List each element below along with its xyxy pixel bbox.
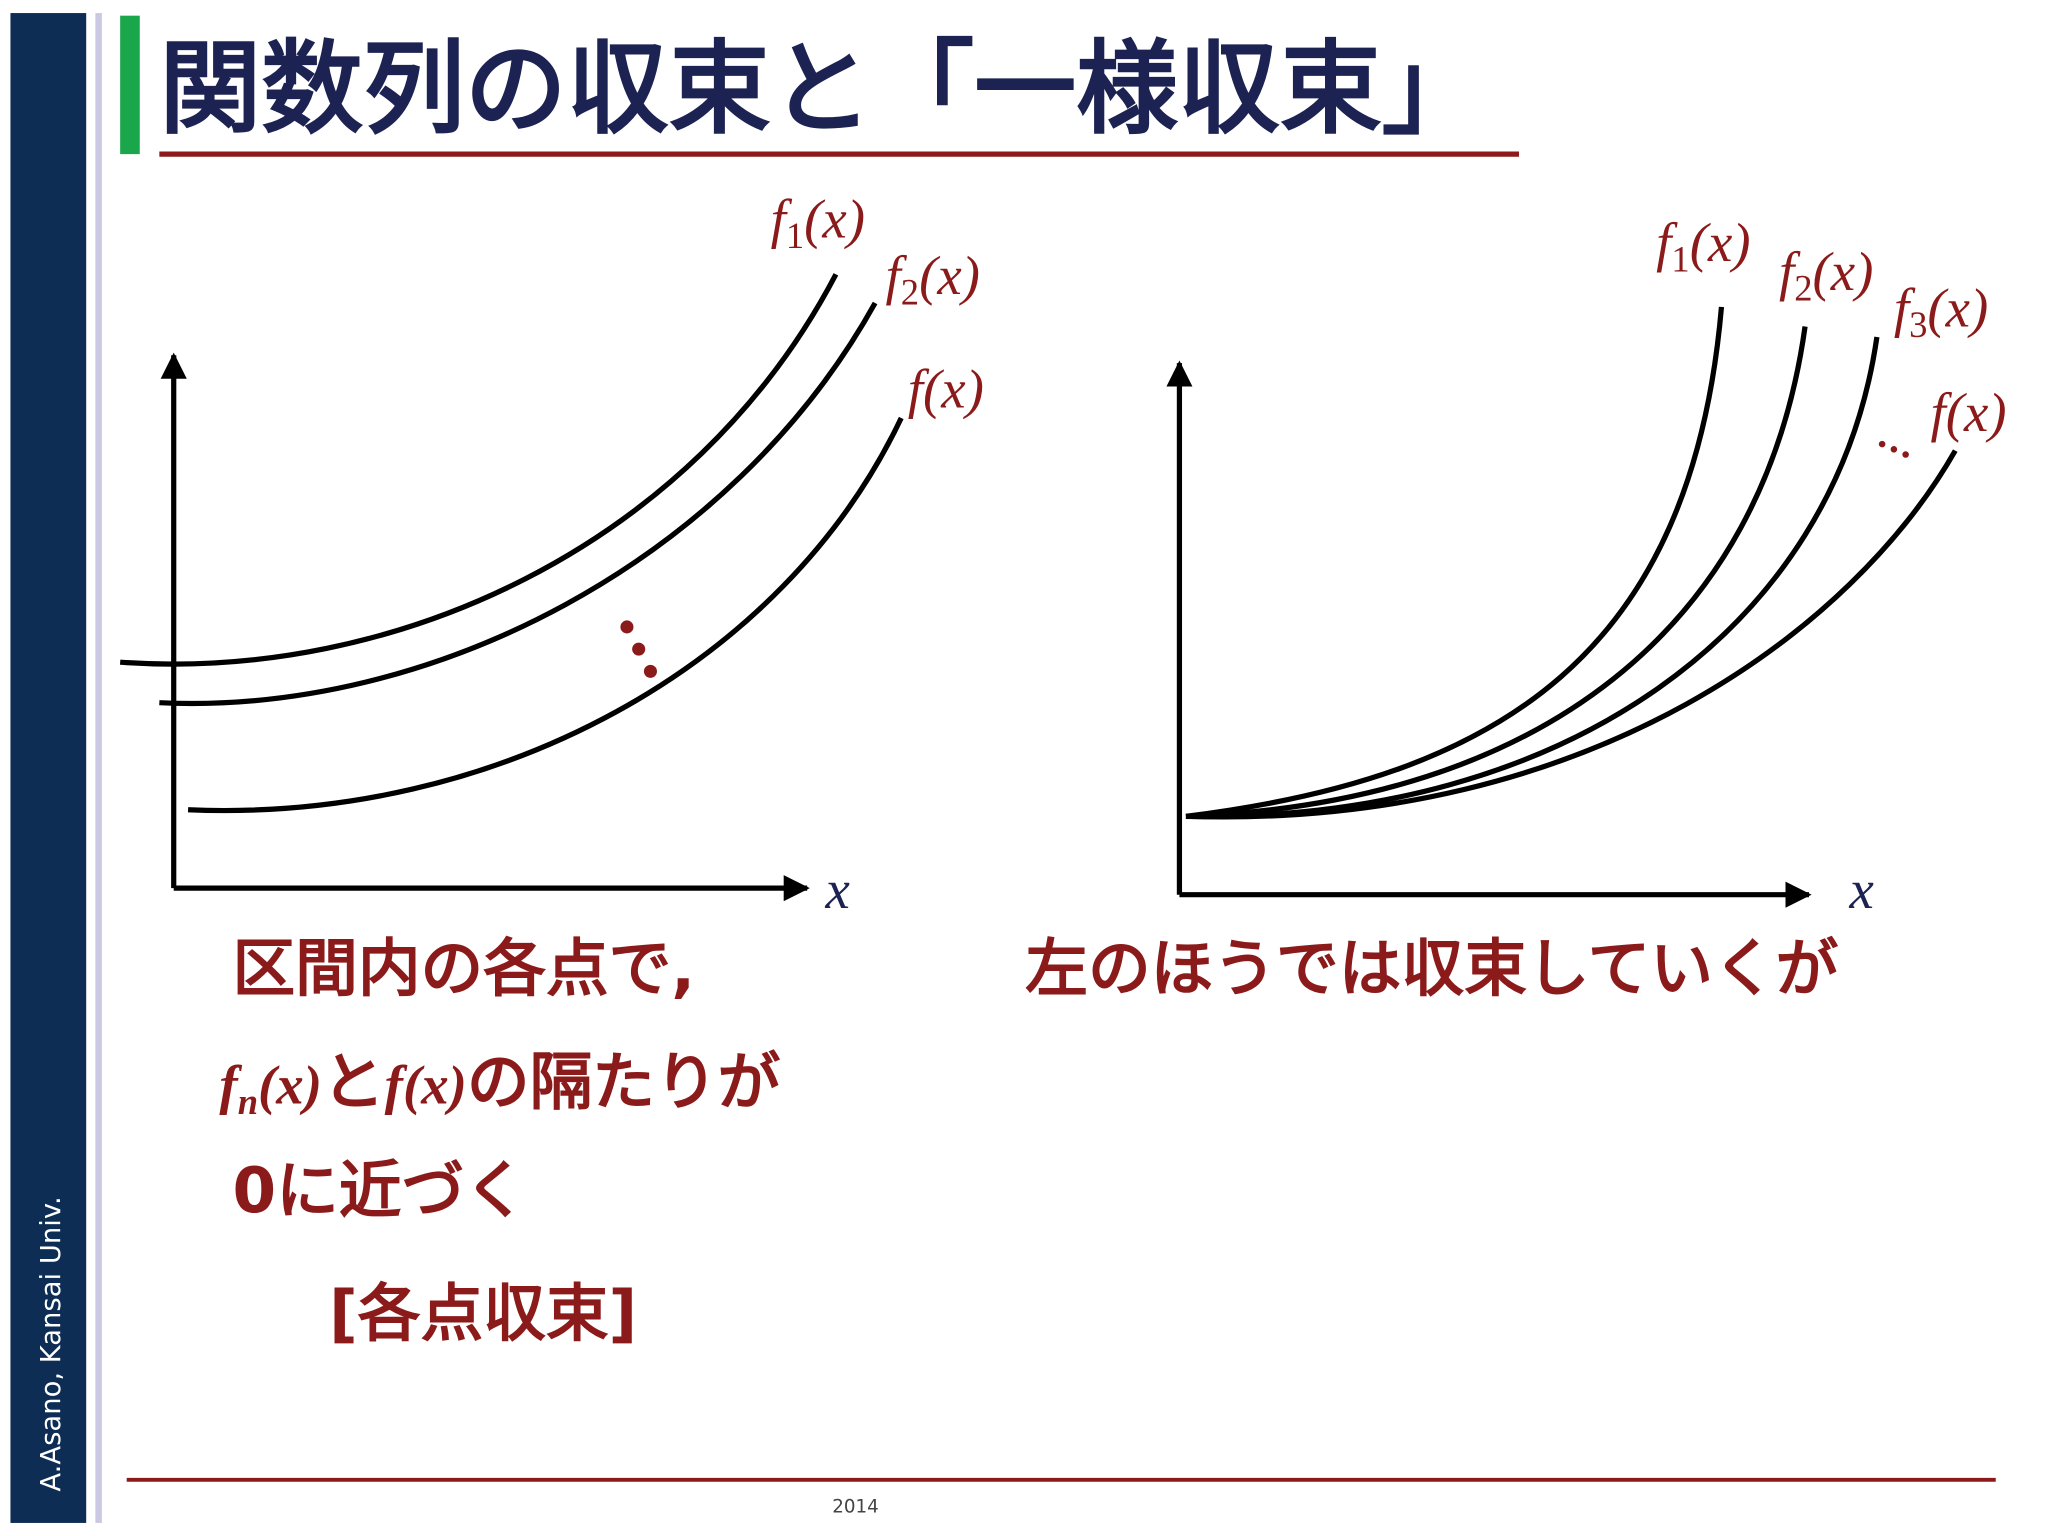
text: と [322, 1046, 385, 1119]
text-line: [各点収束] [329, 1277, 637, 1350]
label-argument: (x) [919, 245, 980, 306]
curve [159, 301, 878, 707]
label-argument: (x) [1690, 212, 1751, 273]
text-line: 0に近づく [232, 1154, 526, 1227]
label-argument: (x) [1812, 241, 1873, 302]
label-argument: (x) [804, 189, 865, 250]
sidebar-line [95, 13, 102, 1523]
label-argument: (x) [1946, 382, 2007, 443]
label-subscript: 1 [1671, 239, 1689, 280]
math: (x) [258, 1055, 322, 1116]
x-axis-label: x [824, 859, 849, 920]
label-argument: (x) [923, 359, 984, 420]
curve-label: f(x) [908, 359, 984, 420]
curve [187, 416, 904, 814]
curve [1185, 449, 1958, 820]
sidebar [10, 13, 87, 1523]
title: 関数列の収束と「一様収束」 [159, 30, 1483, 149]
curve-label: f2(x) [1779, 241, 1873, 308]
label-subscript: 2 [901, 271, 919, 312]
sidebar-text: A.Asano, Kansai Univ. [36, 1196, 67, 1491]
x-axis-label: x [1848, 859, 1873, 920]
title-accent [120, 15, 140, 155]
text-line: 左のほうでは収束していくが [1025, 932, 1838, 1005]
math-subscript: n [238, 1081, 258, 1122]
ellipsis-dot [1878, 440, 1886, 448]
math: f [219, 1055, 242, 1116]
label-argument: (x) [1927, 278, 1988, 339]
ellipsis-dot [632, 642, 646, 656]
text-line: fn(x)とf(x)の隔たりが [219, 1046, 780, 1122]
label-subscript: 3 [1909, 304, 1927, 345]
left-text: 区間内の各点で, fn(x)とf(x)の隔たりが 0に近づく [各点収束] [219, 932, 780, 1350]
math: f [385, 1055, 408, 1116]
left-diagram: x f1(x) f2(x) f(x) [119, 189, 984, 920]
label-subscript: 1 [786, 215, 804, 256]
curve [119, 273, 839, 667]
ellipsis-dot [643, 664, 657, 678]
curve [1185, 306, 1725, 819]
curve-label: f1(x) [1656, 212, 1750, 279]
math: (x) [403, 1055, 467, 1116]
ellipsis-dot [620, 620, 634, 634]
curve-label: f(x) [1930, 382, 2006, 443]
ellipsis-dot [1902, 451, 1909, 458]
curve [1185, 326, 1808, 819]
right-diagram: x f1(x) f2(x) f3(x) f(x) 左のほうでは収束していくが [1025, 212, 2006, 1005]
text-line: 区間内の各点で, [232, 932, 695, 1005]
ellipsis-dot [1890, 446, 1898, 453]
footer: 2014 [832, 1496, 879, 1517]
text: の隔たりが [467, 1046, 781, 1119]
curve-label: f1(x) [771, 189, 865, 256]
label-subscript: 2 [1794, 267, 1812, 308]
curve-label: f3(x) [1894, 278, 1988, 345]
curve-label: f2(x) [886, 245, 980, 312]
curve [1185, 336, 1880, 819]
